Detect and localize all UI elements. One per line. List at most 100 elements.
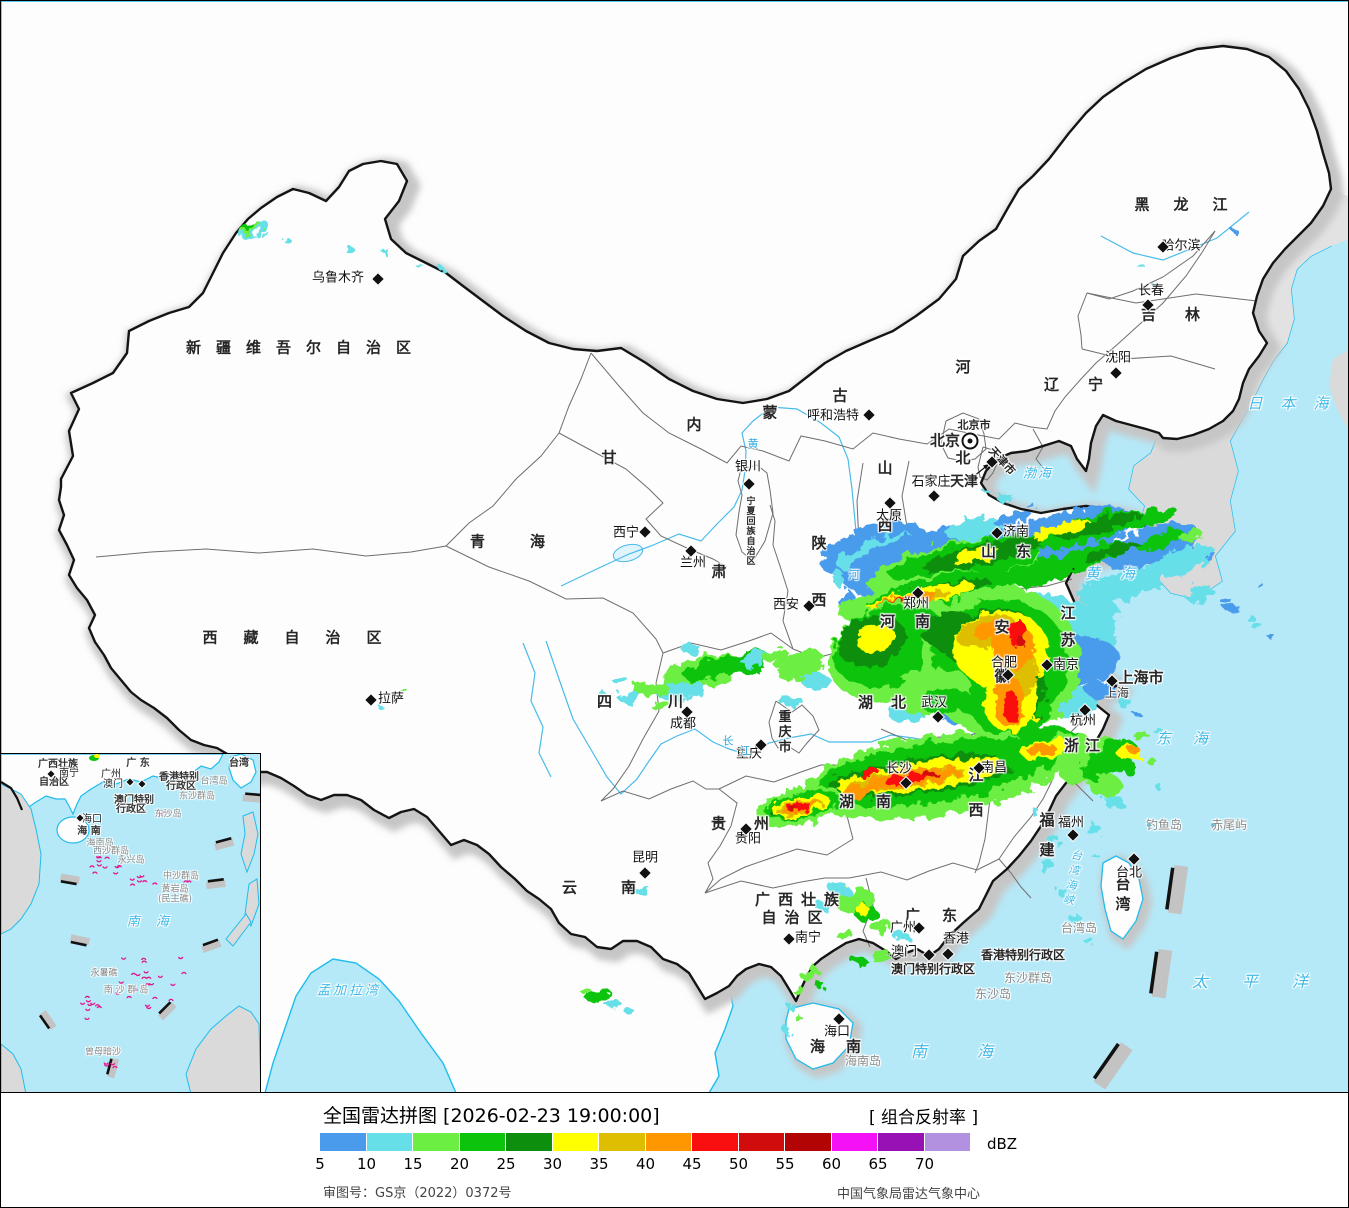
radar-echo-cell [1017, 635, 1025, 647]
radar-echo-cell [871, 950, 891, 962]
river [522, 642, 552, 778]
radar-echo-cell [982, 489, 990, 493]
radar-echo-layer [238, 220, 1275, 1034]
radar-echo-cell [851, 957, 867, 965]
radar-echo-cell [1084, 938, 1094, 944]
radar-echo-cell [1205, 552, 1217, 560]
province-boundary [558, 432, 728, 568]
province-boundary [1032, 428, 1045, 470]
radar-echo-cell [1137, 264, 1145, 268]
reef-cluster [158, 810, 168, 816]
radar-echo-cell [1124, 508, 1178, 530]
radar-echo-cell [1090, 775, 1122, 797]
legend-tick: 50 [728, 1155, 749, 1173]
reef-cluster [89, 856, 122, 875]
radar-echo-cell [1116, 696, 1130, 706]
province-boundary [768, 700, 820, 754]
inset-dash-segment [214, 837, 235, 851]
radar-echo-cell [801, 673, 831, 689]
radar-echo-cell [624, 1008, 634, 1014]
radar-echo-cell [656, 680, 706, 702]
legend-tick: 15 [403, 1155, 423, 1173]
legend-tick: 40 [635, 1155, 656, 1173]
legend-tick: 70 [914, 1155, 935, 1173]
radar-echo-cell [871, 919, 891, 933]
province-boundary [95, 545, 447, 558]
radar-echo-cell [859, 768, 879, 778]
radar-echo-cell [1031, 810, 1041, 816]
radar-echo-cell [1103, 795, 1123, 807]
radar-echo-cell [346, 248, 356, 254]
inset-vietnam [1, 783, 42, 935]
province-boundary [998, 756, 1054, 860]
legend-color-cell [552, 1133, 599, 1151]
province-boundary [1086, 230, 1216, 300]
radar-echo-cell [1026, 504, 1036, 508]
radar-echo-cell [893, 931, 909, 941]
radar-echo-cell [921, 769, 937, 777]
radar-echo-cell [683, 656, 739, 682]
province-boundary [1086, 292, 1258, 304]
radar-echo-cell [786, 1003, 796, 1009]
radar-echo-cell [856, 905, 870, 915]
legend-tick: 20 [449, 1155, 470, 1173]
map-title: 全国雷达拼图 [2026-02-23 19:00:00] [323, 1105, 660, 1127]
legend-tick: 60 [821, 1155, 842, 1173]
inset-radar-echo [94, 754, 100, 758]
inset-borneo [185, 1005, 260, 1092]
inset-hainan [56, 816, 90, 844]
radar-echo-cell [998, 495, 1014, 503]
radar-echo-cell [1267, 634, 1275, 638]
radar-echo-cell [814, 902, 828, 910]
radar-echo-cell [792, 1013, 800, 1019]
radar-echo-cell [1031, 519, 1091, 539]
south-china-sea-inset-map: 广西壮族 自治区 南宁广 东广州 香港特别 行政区 澳门 澳门特别 行政区 台湾 台湾岛 东沙群岛东… [1, 753, 261, 1093]
inset-malay [1, 1043, 27, 1092]
radar-echo-cell [764, 647, 788, 665]
province-boundary [1077, 292, 1088, 350]
legend-color-cell [924, 1133, 971, 1151]
inset-dash-segment [158, 1001, 177, 1021]
province-boundary [600, 780, 719, 802]
radar-echo-cell [1128, 746, 1140, 754]
radar-echo-cell [605, 999, 621, 1009]
legend-color-cell [785, 1133, 832, 1151]
radar-echo-cell [793, 987, 805, 995]
radar-echo-cell [402, 689, 408, 693]
radar-echo-cell [1047, 835, 1059, 843]
legend-color-cell [459, 1133, 506, 1151]
legend-color-cell [831, 1133, 878, 1151]
province-boundary [704, 838, 854, 894]
radar-echo-cell [1055, 512, 1143, 540]
legend-tick: 10 [356, 1155, 377, 1173]
province-boundary [977, 446, 999, 481]
legend-tick: 25 [496, 1155, 516, 1173]
radar-echo-cell [1220, 598, 1232, 604]
radar-echo-cell [993, 511, 1033, 527]
radar-echo-cell [439, 267, 445, 271]
radar-echo-cell [1191, 584, 1211, 594]
legend-color-cell [506, 1133, 553, 1151]
radar-echo-cell [613, 677, 629, 685]
radar-echo-cell [779, 695, 803, 707]
radar-echo-cell [946, 517, 1006, 541]
radar-echo-cell [623, 884, 635, 890]
legend-tick: 65 [868, 1155, 888, 1173]
radar-echo-cell [413, 261, 421, 265]
radar-echo-cell [242, 223, 254, 231]
province-boundary [998, 858, 1032, 899]
legend-tick: 30 [542, 1155, 563, 1173]
unit-label: dBZ [987, 1135, 1018, 1153]
radar-echo-cell [383, 251, 391, 255]
radar-echo-cell [681, 644, 701, 654]
radar-echo-cell [1179, 529, 1203, 543]
radar-echo-cell [1257, 584, 1265, 588]
radar-echo-cell [1151, 726, 1161, 732]
province-boundary [445, 545, 664, 654]
boundary-dash-segment [1092, 1042, 1133, 1090]
inset-dash-segment [106, 1058, 120, 1079]
legend-color-cell [645, 1133, 692, 1151]
radar-echo-cell [829, 883, 849, 895]
